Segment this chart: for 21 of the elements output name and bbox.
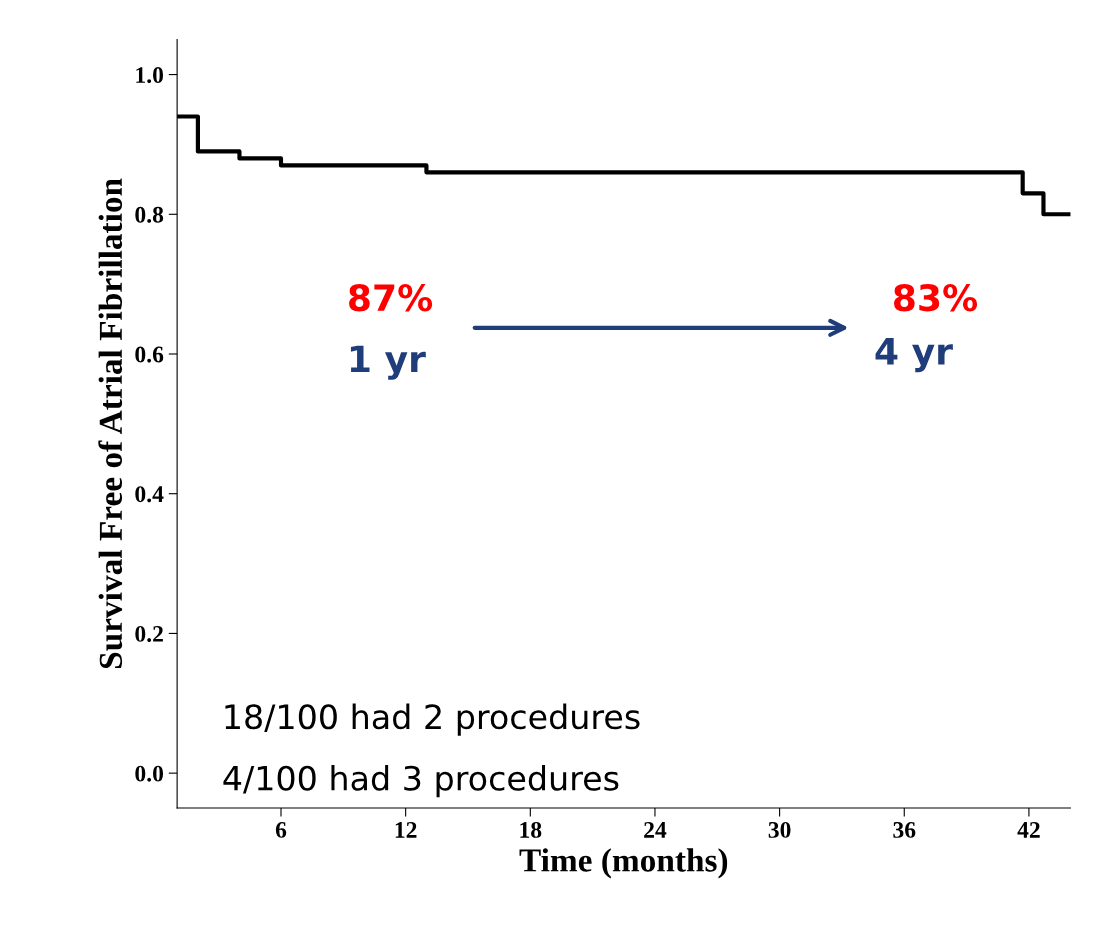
y-tick-label: 0.8 <box>135 206 164 223</box>
y-axis-title: Survival Free of Atrial Fibrillation <box>98 178 123 669</box>
x-tick-label: 6 <box>275 822 287 838</box>
annotation: 1 yr <box>350 345 426 380</box>
x-tick-label: 24 <box>644 822 667 838</box>
y-tick-label: 0.2 <box>135 625 163 642</box>
x-tick-label: 18 <box>520 821 542 838</box>
x-tick-label: 30 <box>768 821 791 838</box>
x-axis-title: Time (months) <box>519 848 728 879</box>
x-tick-label: 42 <box>1017 822 1040 838</box>
x-tick-label: 36 <box>893 822 916 838</box>
y-tick-label: 0.0 <box>135 765 164 782</box>
y-tick-label: 0.6 <box>135 346 164 363</box>
annotation: 18/100 had 2 procedures <box>225 703 640 736</box>
y-tick-label: 1.0 <box>136 67 164 84</box>
annotation: 83% <box>894 284 978 312</box>
annotation: 4/100 had 3 procedures <box>223 765 619 798</box>
x-tick-label: 12 <box>395 822 417 838</box>
annotation: 4 yr <box>875 338 953 373</box>
y-tick-label: 0.4 <box>135 486 164 503</box>
annotation: 87% <box>349 284 433 312</box>
